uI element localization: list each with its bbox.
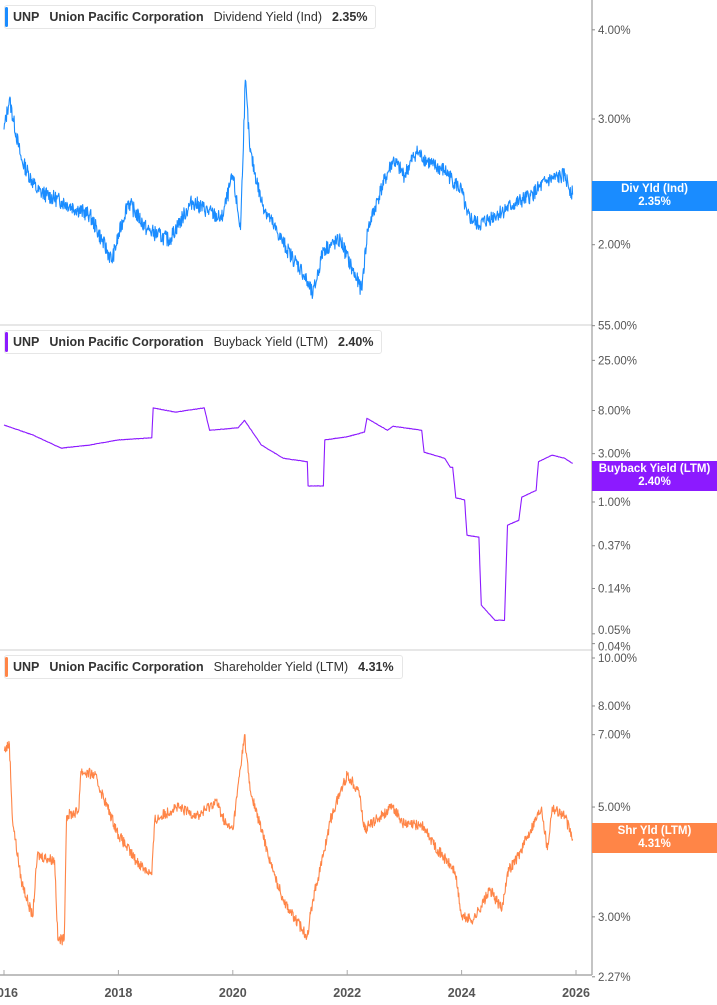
legend-ticker: UNP bbox=[13, 10, 40, 24]
legend-color-bar bbox=[5, 332, 8, 352]
y-tick-label: 10.00% bbox=[598, 653, 637, 665]
series-line-1 bbox=[3, 79, 574, 299]
y-tick-label: 2.00% bbox=[598, 240, 631, 252]
y-tick-label: 0.05% bbox=[598, 625, 631, 637]
current-label-name: Buyback Yield (LTM) bbox=[598, 463, 711, 475]
legend-buyback-yield: UNP Union Pacific Corporation Buyback Yi… bbox=[4, 330, 383, 354]
y-tick-label: 3.00% bbox=[598, 114, 631, 126]
x-tick-label: 2022 bbox=[333, 986, 361, 1000]
y-tick-label: 3.00% bbox=[598, 912, 631, 924]
legend-metric: Shareholder Yield (LTM) bbox=[213, 660, 349, 674]
legend-metric: Dividend Yield (Ind) bbox=[213, 10, 322, 24]
legend-ticker: UNP bbox=[13, 660, 40, 674]
y-tick-label: 5.00% bbox=[598, 802, 631, 814]
current-label-name: Div Yld (Ind) bbox=[621, 183, 688, 195]
x-tick-label: 2016 bbox=[0, 986, 18, 1000]
x-tick-label: 2020 bbox=[219, 986, 247, 1000]
legend-metric: Buyback Yield (LTM) bbox=[213, 335, 328, 349]
y-tick-label: 55.00% bbox=[598, 321, 637, 333]
legend-dividend-yield: UNP Union Pacific Corporation Dividend Y… bbox=[4, 5, 377, 29]
legend-color-bar bbox=[5, 7, 8, 27]
legend-ticker: UNP bbox=[13, 335, 40, 349]
legend-color-bar bbox=[5, 657, 8, 677]
legend-company: Union Pacific Corporation bbox=[49, 10, 204, 24]
x-tick-label: 2018 bbox=[104, 986, 132, 1000]
current-label-name: Shr Yld (LTM) bbox=[617, 825, 692, 837]
y-tick-label: 25.00% bbox=[598, 355, 637, 367]
x-tick-label: 2026 bbox=[562, 986, 590, 1000]
current-value-label-shareholder: Shr Yld (LTM) 4.31% bbox=[592, 823, 717, 853]
current-label-value: 2.35% bbox=[638, 196, 671, 208]
y-tick-label: 4.00% bbox=[598, 25, 631, 37]
y-tick-label: 0.04% bbox=[598, 642, 631, 654]
x-tick-label: 2024 bbox=[448, 986, 476, 1000]
y-tick-label: 0.14% bbox=[598, 584, 631, 596]
y-tick-label: 7.00% bbox=[598, 730, 631, 742]
y-tick-label: 0.37% bbox=[598, 541, 631, 553]
current-value-label-buyback: Buyback Yield (LTM) 2.40% bbox=[592, 461, 717, 491]
current-label-value: 2.40% bbox=[638, 476, 671, 488]
series-line-3 bbox=[3, 734, 574, 946]
legend-shareholder-yield: UNP Union Pacific Corporation Shareholde… bbox=[4, 655, 403, 679]
current-label-value: 4.31% bbox=[638, 838, 671, 850]
legend-value: 2.40% bbox=[338, 335, 374, 349]
current-value-label-dividend: Div Yld (Ind) 2.35% bbox=[592, 181, 717, 211]
legend-company: Union Pacific Corporation bbox=[49, 335, 204, 349]
y-tick-label: 8.00% bbox=[598, 701, 631, 713]
y-tick-label: 1.00% bbox=[598, 497, 631, 509]
y-tick-label: 3.00% bbox=[598, 449, 631, 461]
legend-value: 4.31% bbox=[358, 660, 394, 674]
series-line-2 bbox=[3, 407, 574, 622]
legend-value: 2.35% bbox=[332, 10, 368, 24]
y-tick-label: 2.27% bbox=[598, 972, 631, 984]
legend-company: Union Pacific Corporation bbox=[49, 660, 204, 674]
y-tick-label: 8.00% bbox=[598, 406, 631, 418]
